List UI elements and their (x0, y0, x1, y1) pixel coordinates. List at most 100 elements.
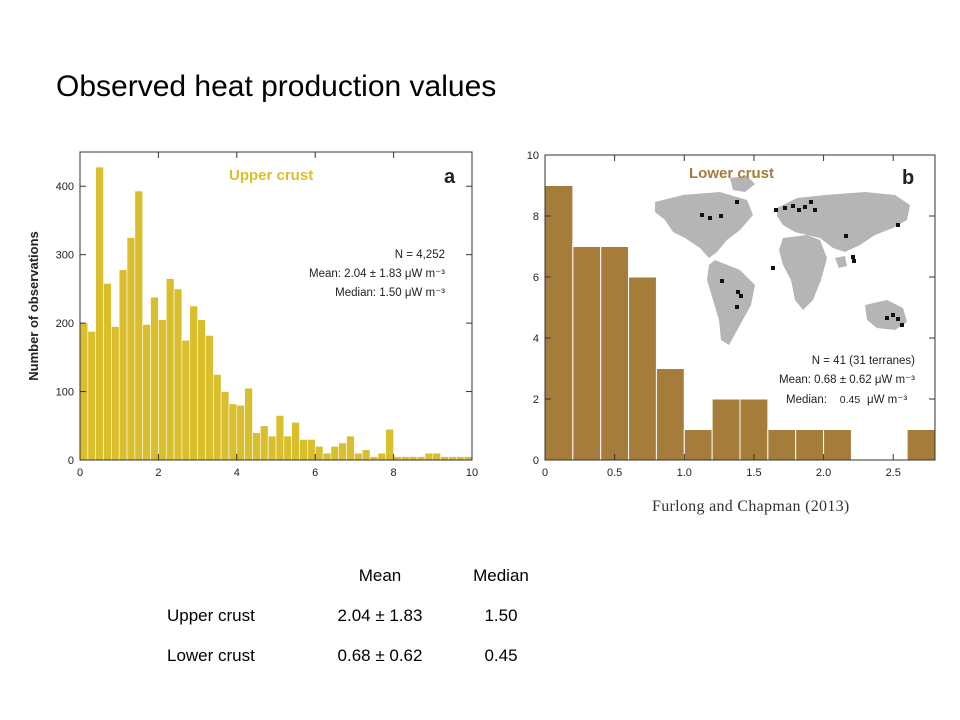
lower-crust-mean: 0.68 ± 0.62 (337, 646, 423, 665)
annotation-n: N = 41 (31 terranes) (812, 355, 915, 367)
row-label-upper-crust: Upper crust (167, 606, 255, 625)
histogram-bar (189, 305, 198, 461)
histogram-bar (267, 435, 277, 461)
histogram-bar (823, 429, 852, 461)
sample-location-marker (700, 213, 704, 217)
histogram-bar (181, 339, 191, 461)
sample-location-marker (852, 259, 856, 263)
histogram-bar (795, 429, 825, 461)
histogram-bar (338, 442, 347, 461)
row-label-lower-crust: Lower crust (167, 646, 255, 665)
histogram-bar (572, 246, 602, 461)
histogram-bar (134, 190, 144, 461)
histogram-bar (424, 452, 434, 461)
map-landmass (865, 300, 907, 330)
histogram-bar (291, 422, 300, 461)
sample-location-marker (851, 255, 855, 259)
histogram-bar (711, 398, 741, 461)
map-landmass (777, 192, 910, 252)
histogram-bar (260, 425, 269, 461)
histogram-bar (252, 432, 261, 461)
x-tick-label: 4 (234, 467, 240, 479)
histogram-bar (126, 237, 136, 461)
histogram-bar (197, 319, 206, 461)
sample-location-marker (791, 204, 795, 208)
sample-location-marker (771, 266, 775, 270)
histogram-bar (416, 456, 426, 461)
x-tick-label: 2 (155, 467, 161, 479)
table-row: Upper crust 2.04 ± 1.83 1.50 (155, 596, 561, 636)
histogram-bar (87, 331, 96, 461)
lower-crust-histogram: 0 0.5 1.0 1.5 2.0 2.5 0 2 4 6 8 10 Lower crust b N = 4… (527, 150, 936, 479)
y-tick-label: 0 (68, 455, 74, 467)
y-tick-label: 100 (56, 387, 74, 399)
x-tick-label: 1.0 (677, 467, 692, 479)
histogram-bar (354, 452, 363, 461)
map-landmass (655, 192, 753, 258)
panel-letter: a (444, 166, 456, 188)
histogram-bar (228, 403, 238, 461)
y-tick-label: 2 (533, 394, 539, 406)
annotation-mean: Mean: 0.68 ± 0.62 μW m⁻³ (779, 374, 915, 386)
map-landmass (707, 260, 755, 345)
y-tick-label: 300 (56, 250, 74, 262)
sample-location-marker (896, 317, 900, 321)
histogram-bar (314, 446, 324, 461)
x-tick-label: 0 (542, 467, 548, 479)
annotation-mean: Mean: 2.04 ± 1.83 μW m⁻³ (309, 268, 445, 280)
sample-location-marker (774, 208, 778, 212)
histogram-bar (906, 429, 936, 461)
histogram-bar (767, 429, 797, 461)
slide-title: Observed heat production values (56, 70, 497, 103)
sample-location-marker (783, 206, 787, 210)
panel-title: Lower crust (689, 165, 774, 182)
x-tick-label: 1.5 (746, 467, 761, 479)
column-header-mean: Mean (358, 566, 402, 585)
sample-location-marker (900, 323, 904, 327)
histogram-bar (236, 404, 245, 461)
annotation-median-label: Median: (786, 394, 827, 406)
y-tick-label: 400 (56, 181, 74, 193)
annotation-median-unit: μW m⁻³ (867, 394, 907, 406)
histogram-bar (346, 435, 355, 461)
table-header-row: Mean Median (155, 556, 561, 596)
histogram-bar (95, 166, 104, 461)
histogram-bar (655, 368, 685, 461)
sample-location-marker (708, 216, 712, 220)
histogram-bar (111, 326, 120, 461)
x-tick-label: 2.0 (816, 467, 831, 479)
histogram-bar (385, 428, 394, 461)
x-tick-label: 8 (391, 467, 397, 479)
histogram-bar (150, 296, 159, 461)
sample-location-marker (813, 208, 817, 212)
sample-location-marker (739, 294, 743, 298)
x-tick-label: 0.5 (607, 467, 622, 479)
sample-location-marker (720, 279, 724, 283)
histogram-bar (393, 456, 402, 461)
x-tick-label: 2.5 (886, 467, 901, 479)
histogram-bar (440, 456, 449, 461)
histogram-bar (463, 456, 473, 461)
lower-crust-median: 0.45 (484, 646, 518, 665)
histogram-bar (244, 387, 253, 461)
histogram-bar (275, 415, 285, 461)
y-tick-label: 8 (533, 211, 539, 223)
histogram-bar (322, 452, 332, 461)
histogram-bar (456, 456, 465, 461)
x-tick-label: 6 (312, 467, 318, 479)
histogram-bar (544, 185, 574, 461)
citation: Furlong and Chapman (2013) (652, 498, 850, 515)
sample-location-marker (803, 205, 807, 209)
histogram-bar (283, 435, 292, 461)
sample-location-marker (896, 223, 900, 227)
panel-title: Upper crust (229, 167, 313, 184)
histogram-bar (408, 456, 418, 461)
plot-frame (79, 151, 473, 461)
histogram-bar (307, 439, 316, 461)
map-landmass (779, 235, 827, 310)
sample-location-marker (735, 200, 739, 204)
histogram-bar (369, 456, 379, 461)
table-corner (155, 556, 319, 596)
histogram-bar (330, 446, 340, 461)
upper-crust-median: 1.50 (484, 606, 518, 625)
